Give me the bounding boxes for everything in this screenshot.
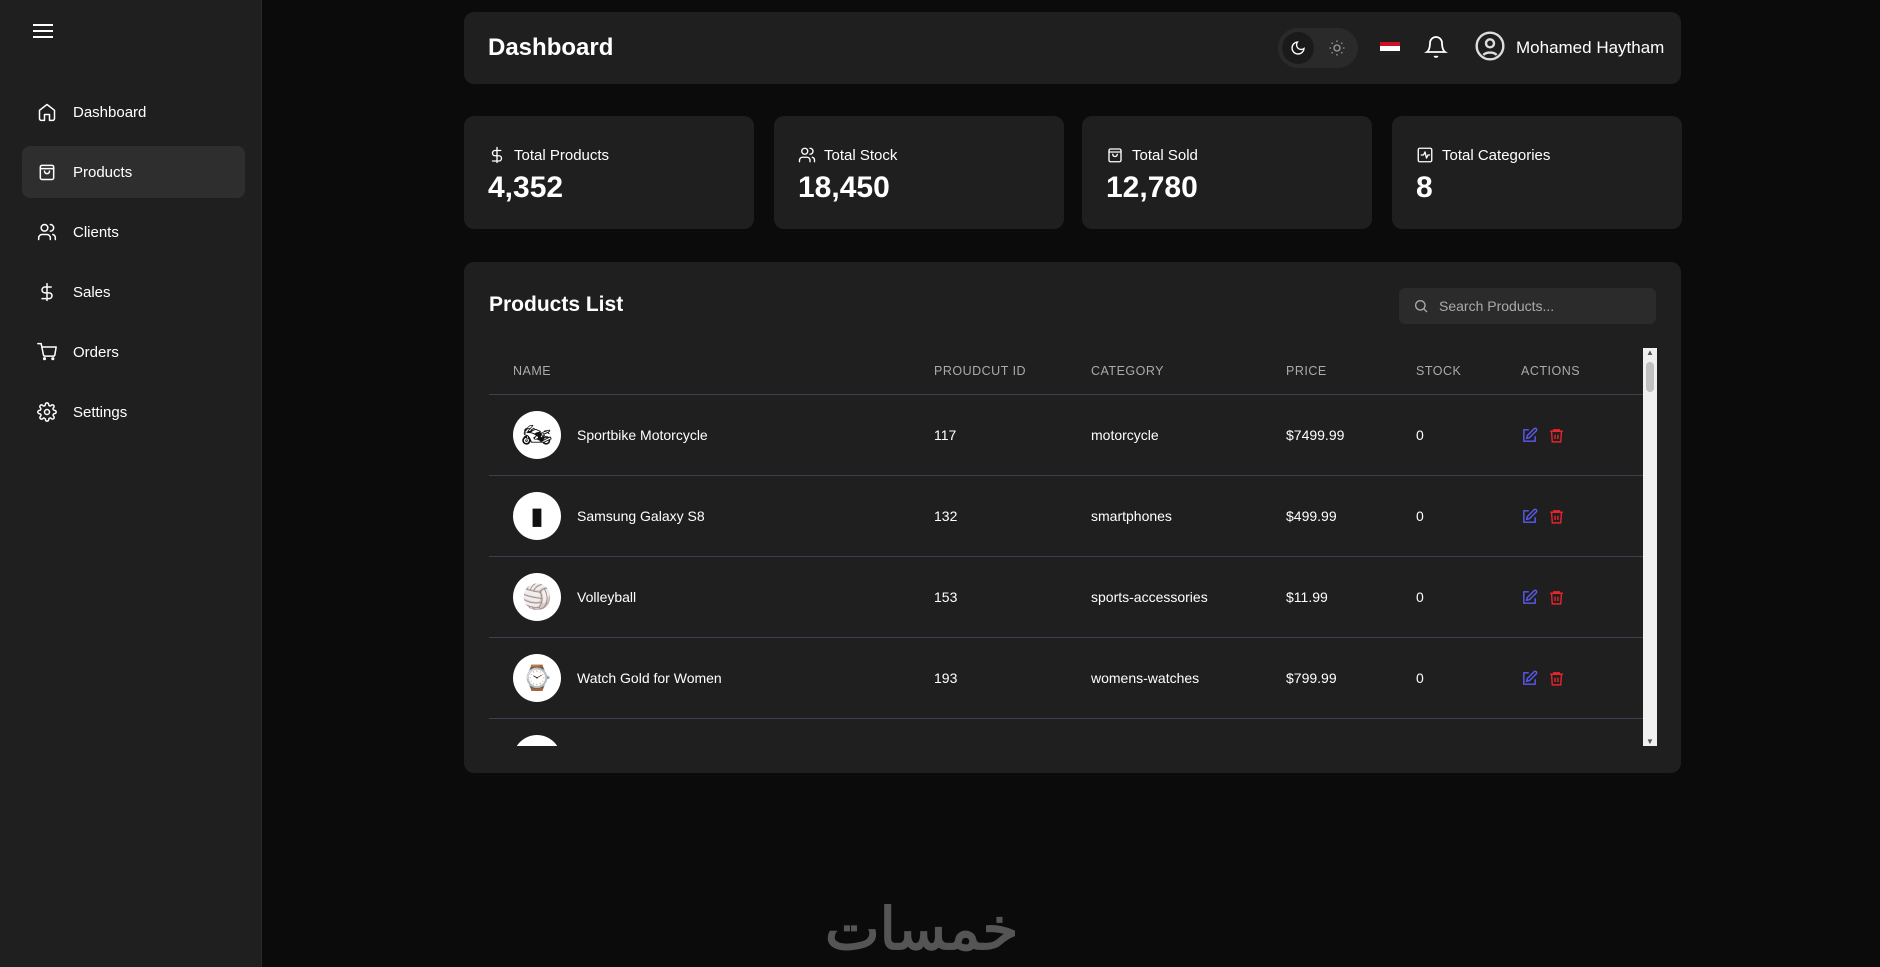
edit-icon[interactable] xyxy=(1521,508,1538,525)
product-image: ⌚ xyxy=(513,654,561,702)
column-header-stock[interactable]: STOCK xyxy=(1416,364,1462,378)
stat-label: Total Categories xyxy=(1442,146,1551,164)
stat-card-total-categories: Total Categories 8 xyxy=(1392,116,1682,229)
sidebar-item-settings[interactable]: Settings xyxy=(22,386,245,438)
product-category: motorcycle xyxy=(1091,427,1159,443)
edit-icon[interactable] xyxy=(1521,427,1538,444)
khamsat-watermark-logo: خمسات xyxy=(825,897,1019,962)
sidebar-item-label: Products xyxy=(73,163,133,181)
sidebar-item-dashboard[interactable]: Dashboard xyxy=(22,86,245,138)
search-input[interactable] xyxy=(1439,298,1639,314)
product-stock: 0 xyxy=(1416,670,1424,686)
product-stock: 0 xyxy=(1416,508,1424,524)
product-price: $799.99 xyxy=(1286,670,1337,686)
stat-value: 18,450 xyxy=(798,171,890,204)
product-name: Volleyball xyxy=(577,589,637,605)
table-row: ▮ Samsung Galaxy S8 132 smartphones $499.… xyxy=(489,476,1657,557)
sidebar-nav: Dashboard Products Clients Sales Orders … xyxy=(22,86,245,446)
sidebar-item-clients[interactable]: Clients xyxy=(22,206,245,258)
product-category: smartphones xyxy=(1091,508,1172,524)
column-header-name[interactable]: NAME xyxy=(513,364,552,378)
gear-icon xyxy=(37,402,57,422)
bell-icon[interactable] xyxy=(1424,34,1448,60)
search-icon xyxy=(1415,300,1428,313)
page-title: Dashboard xyxy=(488,34,614,61)
sidebar: Dashboard Products Clients Sales Orders … xyxy=(0,0,262,967)
product-category: sports-accessories xyxy=(1091,589,1208,605)
stat-card-total-products: Total Products 4,352 xyxy=(464,116,754,229)
dollar-icon xyxy=(41,282,53,302)
table-row xyxy=(489,719,1657,746)
product-image: 🏍 xyxy=(513,411,561,459)
column-header-id[interactable]: PROUDCUT ID xyxy=(934,364,1027,378)
product-id: 117 xyxy=(934,427,957,443)
stat-label: Total Products xyxy=(514,146,610,164)
sidebar-item-sales[interactable]: Sales xyxy=(22,266,245,318)
products-list-card: Products List NAME PROUDCUT ID CATEGORY … xyxy=(464,262,1681,773)
sidebar-item-label: Dashboard xyxy=(73,103,147,121)
user-name[interactable]: Mohamed Haytham xyxy=(1516,38,1665,57)
egypt-flag-icon[interactable] xyxy=(1380,42,1400,55)
users-icon xyxy=(798,147,816,163)
edit-icon[interactable] xyxy=(1521,589,1538,606)
activity-icon xyxy=(1417,147,1433,163)
shopping-bag-icon xyxy=(39,164,55,181)
shopping-bag-icon xyxy=(1108,148,1122,163)
products-list-title: Products List xyxy=(489,293,624,316)
product-category: womens-watches xyxy=(1091,670,1200,686)
dollar-icon xyxy=(491,146,503,164)
user-avatar-icon[interactable] xyxy=(1474,30,1506,62)
delete-icon[interactable] xyxy=(1548,508,1565,525)
cart-icon xyxy=(37,342,57,361)
users-icon xyxy=(37,223,57,241)
table-row: 🏐 Volleyball 153 sports-accessories $11.9… xyxy=(489,557,1657,638)
column-header-price[interactable]: PRICE xyxy=(1286,364,1327,378)
sidebar-item-products[interactable]: Products xyxy=(22,146,245,198)
table-header: NAME PROUDCUT ID CATEGORY PRICE STOCK AC… xyxy=(489,348,1657,395)
delete-icon[interactable] xyxy=(1548,670,1565,687)
product-id: 193 xyxy=(934,670,958,686)
stat-value: 12,780 xyxy=(1106,171,1198,204)
delete-icon[interactable] xyxy=(1548,589,1565,606)
sidebar-item-label: Clients xyxy=(73,223,119,241)
product-name: Samsung Galaxy S8 xyxy=(577,508,705,524)
product-id: 132 xyxy=(934,508,958,524)
product-stock: 0 xyxy=(1416,427,1424,443)
top-header: Dashboard Mohamed Haytham xyxy=(464,12,1681,84)
search-box[interactable] xyxy=(1399,288,1656,324)
product-stock: 0 xyxy=(1416,589,1424,605)
column-header-actions: ACTIONS xyxy=(1521,364,1581,378)
edit-icon[interactable] xyxy=(1521,670,1538,687)
products-table: NAME PROUDCUT ID CATEGORY PRICE STOCK AC… xyxy=(489,348,1657,746)
moon-icon[interactable] xyxy=(1282,32,1314,64)
home-icon xyxy=(38,103,56,122)
sidebar-item-orders[interactable]: Orders xyxy=(22,326,245,378)
product-name: Watch Gold for Women xyxy=(577,670,722,686)
delete-icon[interactable] xyxy=(1548,427,1565,444)
product-price: $499.99 xyxy=(1286,508,1337,524)
table-row: 🏍 Sportbike Motorcycle 117 motorcycle $74… xyxy=(489,395,1657,476)
table-row: ⌚ Watch Gold for Women 193 womens-watches… xyxy=(489,638,1657,719)
product-image: 🏐 xyxy=(513,573,561,621)
stat-value: 8 xyxy=(1416,171,1433,204)
product-image xyxy=(513,735,561,746)
table-scrollbar[interactable]: ▲ ▼ xyxy=(1643,348,1657,746)
menu-icon[interactable] xyxy=(33,21,53,39)
stat-label: Total Stock xyxy=(824,146,898,164)
product-name: Sportbike Motorcycle xyxy=(577,427,708,443)
sidebar-item-label: Sales xyxy=(73,283,111,301)
column-header-category[interactable]: CATEGORY xyxy=(1091,364,1164,378)
stat-card-total-stock: Total Stock 18,450 xyxy=(774,116,1064,229)
product-price: $11.99 xyxy=(1286,589,1328,605)
sun-icon[interactable] xyxy=(1328,39,1346,57)
sidebar-item-label: Orders xyxy=(73,343,119,361)
stat-label: Total Sold xyxy=(1132,146,1198,164)
product-price: $7499.99 xyxy=(1286,427,1345,443)
stat-value: 4,352 xyxy=(488,171,564,204)
product-image: ▮ xyxy=(513,492,561,540)
product-id: 153 xyxy=(934,589,958,605)
sidebar-item-label: Settings xyxy=(73,403,128,421)
stat-card-total-sold: Total Sold 12,780 xyxy=(1082,116,1372,229)
theme-toggle[interactable] xyxy=(1278,28,1358,68)
